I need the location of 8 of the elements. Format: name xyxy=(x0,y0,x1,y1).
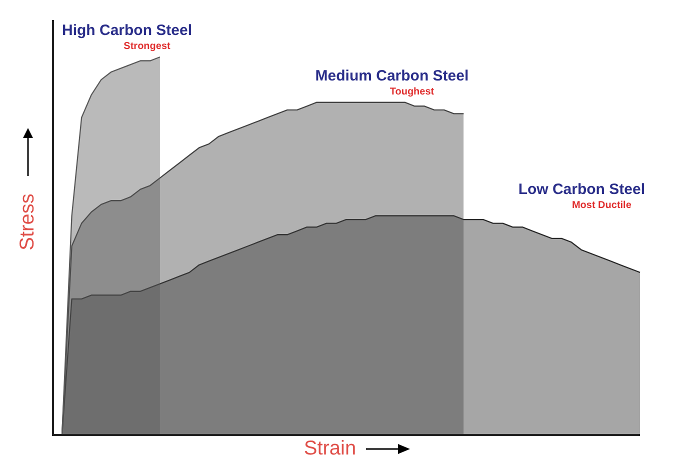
x-axis-title: Strain xyxy=(304,438,356,459)
annotation: Most Ductile xyxy=(572,200,632,211)
series-label: Low Carbon Steel xyxy=(518,180,645,198)
y-axis-title: Stress xyxy=(16,194,39,250)
text: High Carbon Steel xyxy=(62,22,192,39)
text: Strongest xyxy=(124,41,172,52)
series-label: Medium Carbon Steel xyxy=(315,67,469,84)
annotation: Toughest xyxy=(390,86,435,98)
